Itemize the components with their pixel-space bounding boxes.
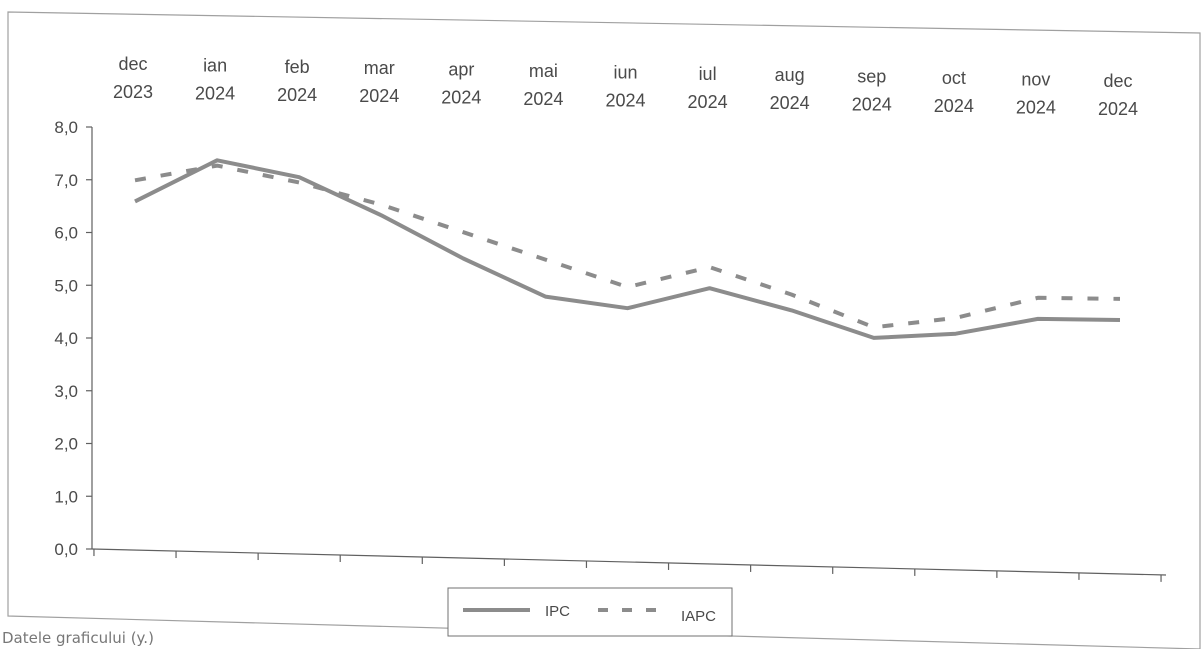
category-label-month: iun <box>613 62 637 82</box>
category-label-month: mar <box>364 58 395 78</box>
chart-frame <box>7 11 1201 649</box>
category-label-year: 2023 <box>113 82 153 102</box>
category-label-month: aug <box>775 65 805 85</box>
footer-note: Datele graficului (y.) <box>2 629 154 647</box>
category-label-year: 2024 <box>688 92 728 112</box>
series-line-ipc <box>134 158 1121 340</box>
category-label-year: 2024 <box>852 95 892 115</box>
category-label-month: dec <box>118 54 147 74</box>
category-label-year: 2024 <box>195 83 235 103</box>
x-axis <box>91 548 1167 576</box>
category-label-month: nov <box>1021 69 1050 89</box>
category-label-year: 2024 <box>605 90 645 110</box>
category-label-month: oct <box>942 68 966 88</box>
category-label-year: 2024 <box>770 93 810 113</box>
category-label-month: dec <box>1103 71 1132 91</box>
y-tick-label: 7,0 <box>54 171 78 190</box>
y-tick-label: 8,0 <box>54 118 78 137</box>
category-label-year: 2024 <box>277 85 317 105</box>
y-tick-label: 1,0 <box>54 487 78 506</box>
category-label-month: mai <box>529 61 558 81</box>
category-label-month: feb <box>285 57 310 77</box>
category-labels: dec 2023 ian 2024 feb 2024 mar 2024 apr 2024 mai 20… <box>113 54 1138 119</box>
category-label-year: 2024 <box>934 96 974 116</box>
y-tick-label: 5,0 <box>54 276 78 295</box>
category-label-month: sep <box>857 67 886 87</box>
category-label-year: 2024 <box>1016 97 1056 117</box>
legend: IPC IAPC <box>447 587 733 637</box>
y-tick-label: 6,0 <box>54 224 78 243</box>
x-ticks <box>93 549 1162 582</box>
y-tick-label: 2,0 <box>54 435 78 454</box>
category-label-year: 2024 <box>523 89 563 109</box>
legend-label-ipc: IPC <box>545 603 570 620</box>
category-label-year: 2024 <box>1098 99 1138 119</box>
series-lines <box>134 158 1121 340</box>
y-tick-label: 4,0 <box>54 329 78 348</box>
category-label-month: iul <box>699 64 717 84</box>
category-label-month: apr <box>448 60 474 80</box>
y-ticks: 0,0 1,0 2,0 3,0 4,0 5,0 6,0 7,0 8,0 <box>54 118 92 559</box>
legend-label-iapc: IAPC <box>681 608 716 625</box>
series-line-iapc <box>134 163 1121 330</box>
y-tick-label: 3,0 <box>54 382 78 401</box>
category-label-year: 2024 <box>441 88 481 108</box>
category-label-year: 2024 <box>359 86 399 106</box>
y-tick-label: 0,0 <box>54 540 78 559</box>
category-label-month: ian <box>203 55 227 75</box>
